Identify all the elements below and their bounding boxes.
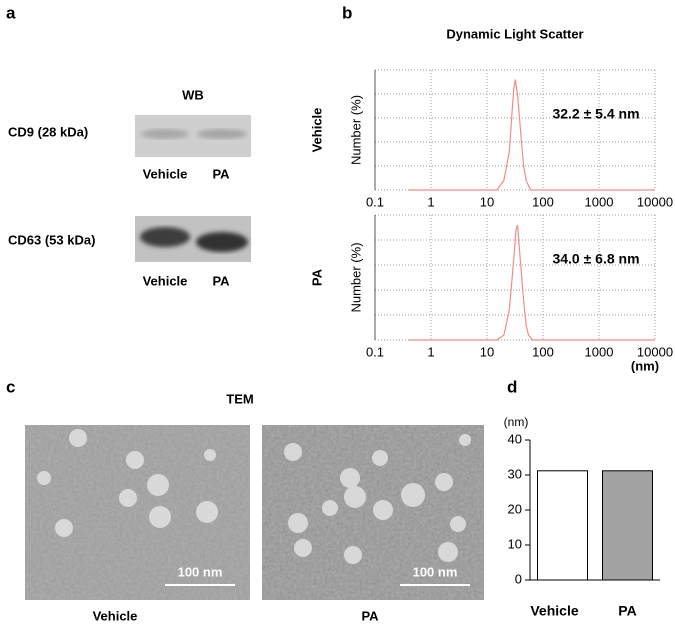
y-tick-label: 20 — [508, 501, 522, 516]
lane-label: Vehicle — [143, 166, 188, 181]
panel-label: c — [6, 377, 15, 396]
y-tick-label: 30 — [508, 466, 522, 481]
y-tick-label: 10 — [508, 536, 522, 551]
image-caption: PA — [361, 608, 379, 623]
bar — [602, 470, 653, 581]
x-tick-label: 1000 — [585, 344, 614, 359]
y-axis-label: (nm) — [504, 415, 529, 429]
tem-image: 100 nm — [262, 425, 484, 600]
size-distribution — [408, 224, 655, 341]
blot-bands — [141, 129, 247, 139]
y-tick-label: 40 — [508, 431, 522, 446]
chart-title: Dynamic Light Scatter — [446, 26, 583, 41]
y-axis-label: Number (%) — [348, 95, 363, 165]
x-tick-label: 1 — [427, 194, 434, 209]
lane-label: PA — [212, 166, 230, 181]
tem-title: TEM — [226, 391, 253, 406]
x-tick-label: 1 — [427, 344, 434, 359]
row-label: Vehicle — [309, 108, 324, 153]
band-label: CD63 (53 kDa) — [8, 232, 95, 247]
panel-label: d — [507, 377, 517, 396]
x-tick-label: 10 — [480, 344, 494, 359]
x-tick-label: 1000 — [585, 194, 614, 209]
x-tick-label: 0.1 — [366, 344, 384, 359]
annotation: 34.0 ± 6.8 nm — [552, 251, 639, 267]
y-axis-label: Number (%) — [348, 242, 363, 312]
band-label: CD9 (28 kDa) — [8, 124, 88, 139]
wb-title: WB — [182, 87, 204, 102]
blot-bands — [140, 227, 248, 252]
lane-label: PA — [212, 273, 230, 288]
x-tick-label: PA — [618, 603, 636, 619]
image-caption: Vehicle — [93, 608, 138, 623]
tem-image: 100 nm — [25, 425, 250, 600]
scale-bar-label: 100 nm — [178, 564, 223, 579]
x-tick-label: 10000 — [637, 344, 673, 359]
x-tick-label: 10 — [480, 194, 494, 209]
y-tick-label: 0 — [515, 571, 522, 586]
x-axis-label: (nm) — [631, 358, 659, 373]
x-tick-label: 100 — [532, 344, 554, 359]
lane-label: Vehicle — [143, 273, 188, 288]
panel-label: a — [6, 3, 16, 22]
x-tick-label: 0.1 — [366, 194, 384, 209]
bar — [537, 470, 588, 581]
x-tick-label: 100 — [532, 194, 554, 209]
annotation: 32.2 ± 5.4 nm — [552, 106, 639, 122]
size-distribution — [408, 79, 655, 191]
x-tick-label: 10000 — [637, 194, 673, 209]
x-tick-label: Vehicle — [530, 603, 578, 619]
scale-bar-label: 100 nm — [413, 564, 458, 579]
panel-label: b — [342, 3, 352, 22]
row-label: PA — [309, 268, 324, 286]
